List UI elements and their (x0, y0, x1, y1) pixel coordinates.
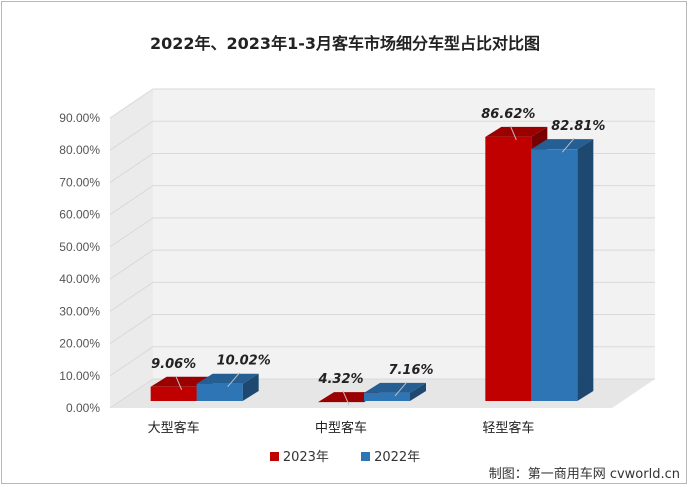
y-axis-ticks: 0.00% 10.00% 20.00% 30.00% 40.00% 50.00% 60.00… (59, 111, 100, 415)
bar-front (150, 386, 197, 401)
bar-top (485, 126, 548, 137)
bar-top (196, 373, 259, 384)
y-tick-label: 10.00% (59, 369, 100, 383)
legend-swatch-2022 (361, 452, 371, 461)
legend-item-2023: 2023年 (269, 446, 329, 465)
y-tick-label: 80.00% (59, 143, 100, 157)
y-tick-label: 20.00% (59, 337, 100, 351)
y-tick-label: 40.00% (59, 272, 100, 286)
legend-label-2022: 2022年 (374, 450, 421, 465)
x-axis-categories: 大型客车 中型客车 轻型客车 (148, 420, 535, 436)
bar-2022-2 (531, 139, 594, 401)
data-label: 7.16% (388, 363, 433, 378)
leader-line (227, 372, 241, 388)
bar-front (196, 383, 243, 401)
x-category-label: 中型客车 (315, 420, 367, 436)
gridline (109, 120, 655, 151)
data-label: 9.06% (151, 357, 196, 372)
bar-2022-1 (364, 382, 426, 401)
x-category-label: 轻型客车 (482, 420, 534, 436)
data-label: 4.32% (317, 372, 363, 387)
x-category-label: 大型客车 (148, 420, 200, 436)
bar-side (242, 373, 259, 401)
leader-line (394, 381, 408, 397)
y-tick-label: 70.00% (59, 175, 100, 189)
data-label: 86.62% (481, 107, 535, 122)
bar-side (410, 382, 426, 401)
y-tick-label: 30.00% (59, 304, 100, 318)
leader-line (509, 125, 517, 141)
bar-top (364, 382, 426, 393)
chart-title: 2022年、2023年1-3月客车市场细分车型占比对比图 (150, 34, 540, 53)
bars (150, 126, 594, 403)
legend-swatch-2023 (269, 452, 279, 461)
credit-text: 制图：第一商用车网 cvworld.cn (488, 467, 680, 482)
leader-line (175, 375, 183, 391)
y-tick-label: 60.00% (59, 208, 100, 222)
legend-item-2022: 2022年 (361, 446, 420, 465)
gridline (109, 88, 655, 119)
y-tick-label: 90.00% (59, 111, 100, 125)
leader-line (561, 137, 575, 153)
bar-top (531, 139, 594, 150)
data-label: 10.02% (217, 354, 271, 369)
data-labels: 9.06% 10.02% 4.32% 7.16% 86.62% 82.81% (151, 107, 605, 406)
data-label: 82.81% (551, 119, 605, 134)
y-tick-label: 50.00% (59, 240, 100, 254)
y-tick-label: 0.00% (66, 401, 100, 415)
bar-front (531, 149, 578, 401)
bar-side (577, 139, 594, 401)
bar-front (364, 392, 410, 401)
bar-2022-0 (196, 373, 259, 401)
legend-label-2023: 2023年 (282, 450, 329, 465)
leader-line (342, 390, 350, 406)
legend: 2023年 2022年 (0, 446, 690, 465)
bar-front (485, 136, 532, 401)
side-wall (110, 89, 153, 408)
